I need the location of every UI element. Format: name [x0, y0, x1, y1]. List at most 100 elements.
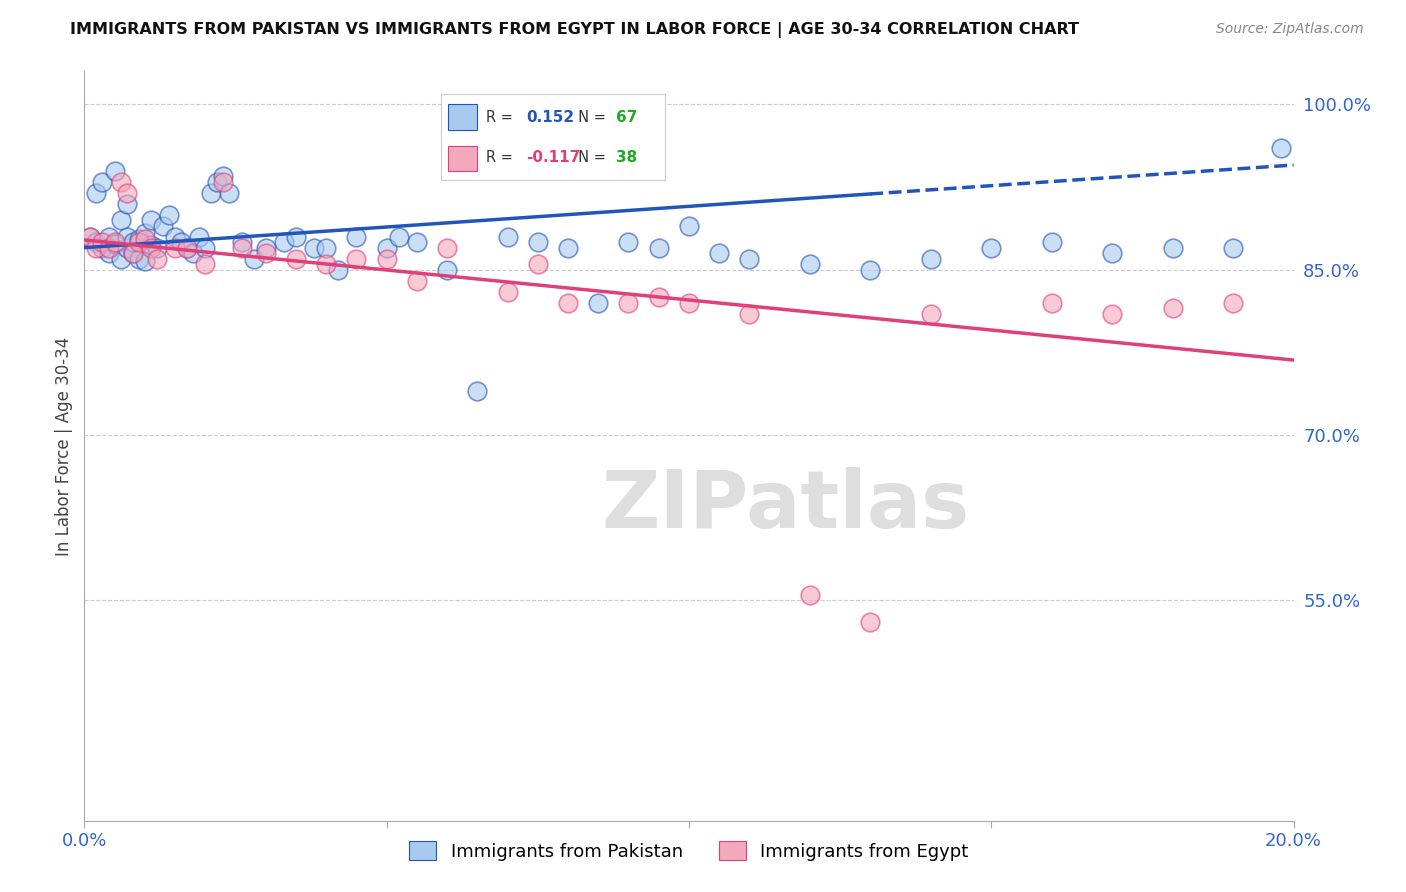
Point: [231, 235, 253, 249]
Point: [152, 219, 174, 233]
Point: [181, 246, 204, 260]
Point: [346, 229, 368, 244]
Point: [738, 307, 761, 321]
Point: [1161, 301, 1184, 316]
Point: [188, 229, 211, 244]
Point: [436, 241, 458, 255]
Point: [128, 235, 150, 249]
Point: [496, 229, 519, 244]
Point: [980, 241, 1002, 255]
Point: [194, 257, 217, 271]
Point: [1270, 141, 1292, 155]
Point: [436, 262, 458, 277]
Point: [97, 246, 120, 260]
Point: [527, 257, 550, 271]
Point: [104, 237, 127, 252]
Point: [146, 252, 169, 266]
Point: [1101, 246, 1123, 260]
Point: [104, 163, 127, 178]
Point: [212, 175, 235, 189]
Point: [920, 307, 942, 321]
Point: [146, 241, 169, 255]
Point: [165, 229, 187, 244]
Point: [121, 235, 143, 249]
Point: [121, 246, 143, 260]
Point: [1040, 235, 1063, 249]
Point: [139, 241, 162, 255]
Point: [134, 227, 156, 241]
Point: [254, 241, 277, 255]
Point: [617, 235, 640, 249]
Text: ZIPatlas: ZIPatlas: [602, 467, 970, 545]
Point: [467, 384, 489, 398]
Point: [200, 186, 222, 200]
Point: [115, 229, 138, 244]
Point: [315, 257, 337, 271]
Point: [91, 235, 114, 249]
Point: [799, 257, 821, 271]
Point: [110, 252, 132, 266]
Point: [588, 295, 610, 310]
Point: [859, 262, 882, 277]
Point: [388, 229, 411, 244]
Y-axis label: In Labor Force | Age 30-34: In Labor Force | Age 30-34: [55, 336, 73, 556]
Point: [254, 246, 277, 260]
Point: [104, 235, 127, 249]
Point: [920, 252, 942, 266]
Point: [86, 186, 108, 200]
Point: [557, 241, 579, 255]
Point: [176, 241, 198, 255]
Point: [110, 213, 132, 227]
Point: [212, 169, 235, 183]
Point: [79, 229, 101, 244]
Point: [617, 295, 640, 310]
Point: [648, 241, 671, 255]
Point: [648, 290, 671, 304]
Point: [496, 285, 519, 299]
Point: [678, 219, 700, 233]
Point: [176, 241, 198, 255]
Point: [346, 252, 368, 266]
Point: [527, 235, 550, 249]
Point: [738, 252, 761, 266]
Point: [86, 241, 108, 255]
Text: Source: ZipAtlas.com: Source: ZipAtlas.com: [1216, 22, 1364, 37]
Point: [242, 252, 264, 266]
Point: [302, 241, 325, 255]
Point: [1161, 241, 1184, 255]
Point: [678, 295, 700, 310]
Point: [91, 175, 114, 189]
Point: [315, 241, 337, 255]
Point: [709, 246, 731, 260]
Point: [79, 229, 101, 244]
Point: [91, 241, 114, 255]
Point: [194, 241, 217, 255]
Point: [557, 295, 579, 310]
Point: [1222, 241, 1244, 255]
Point: [207, 175, 229, 189]
Point: [406, 235, 429, 249]
Point: [115, 241, 138, 255]
Point: [97, 241, 120, 255]
Point: [1040, 295, 1063, 310]
Point: [86, 235, 108, 249]
Point: [165, 241, 187, 255]
Point: [285, 229, 308, 244]
Point: [139, 238, 162, 252]
Point: [97, 229, 120, 244]
Point: [115, 196, 138, 211]
Point: [121, 246, 143, 260]
Legend: Immigrants from Pakistan, Immigrants from Egypt: Immigrants from Pakistan, Immigrants fro…: [402, 834, 976, 868]
Point: [128, 232, 150, 246]
Point: [1101, 307, 1123, 321]
Text: IMMIGRANTS FROM PAKISTAN VS IMMIGRANTS FROM EGYPT IN LABOR FORCE | AGE 30-34 COR: IMMIGRANTS FROM PAKISTAN VS IMMIGRANTS F…: [70, 22, 1080, 38]
Point: [799, 588, 821, 602]
Point: [406, 274, 429, 288]
Point: [285, 252, 308, 266]
Point: [375, 252, 398, 266]
Point: [134, 232, 156, 246]
Point: [134, 253, 156, 268]
Point: [859, 615, 882, 630]
Point: [375, 241, 398, 255]
Point: [110, 175, 132, 189]
